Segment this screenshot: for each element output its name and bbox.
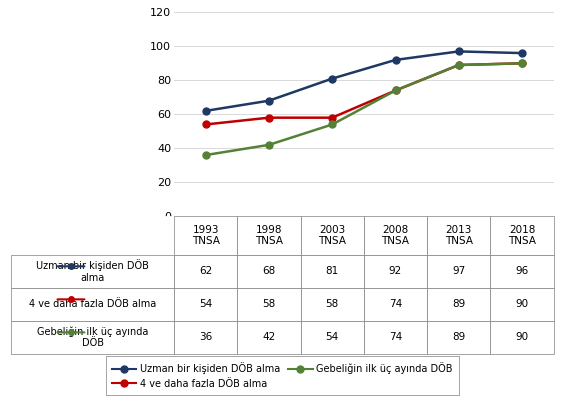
Legend: Uzman bir kişiden DÖB alma, 4 ve daha fazla DÖB alma, Gebeliğin ilk üç ayında DÖ: Uzman bir kişiden DÖB alma, 4 ve daha fa…	[106, 356, 459, 395]
